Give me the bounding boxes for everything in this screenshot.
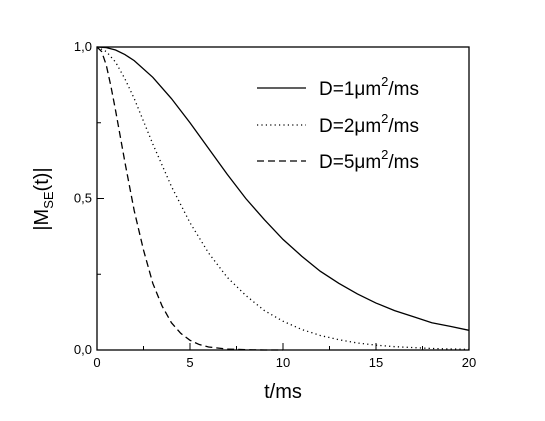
legend-label: D=5μm2/ms — [319, 147, 419, 173]
legend-label: D=1μm2/ms — [319, 74, 419, 100]
series-line-dashed — [96, 46, 283, 351]
x-axis-title: t/ms — [264, 381, 302, 403]
y-tick-label: 0,5 — [74, 191, 92, 206]
x-tick-label: 0 — [93, 355, 100, 370]
legend-label: D=2μm2/ms — [319, 111, 419, 137]
y-axis-title-prefix: |M — [31, 209, 53, 231]
x-tick-label: 20 — [462, 355, 476, 370]
y-tick-label: 1,0 — [74, 39, 92, 54]
x-axis-ticks: 0 5 10 15 20 — [93, 343, 476, 370]
x-tick-label: 5 — [186, 355, 193, 370]
x-tick-label: 10 — [276, 355, 290, 370]
legend: D=1μm2/ms D=2μm2/ms D=5μm2/ms — [257, 74, 419, 173]
svg-text:|MSE(t)|: |MSE(t)| — [31, 167, 56, 230]
y-axis-title-suffix: (t)| — [31, 167, 53, 191]
y-axis-ticks: 0,0 0,5 1,0 — [74, 39, 104, 357]
y-tick-label: 0,0 — [74, 342, 92, 357]
series-lines — [96, 46, 470, 351]
x-tick-label: 15 — [369, 355, 383, 370]
y-axis-title: |MSE(t)| — [31, 167, 56, 230]
y-axis-title-subscript: SE — [41, 191, 56, 209]
series-line-solid — [96, 46, 470, 331]
